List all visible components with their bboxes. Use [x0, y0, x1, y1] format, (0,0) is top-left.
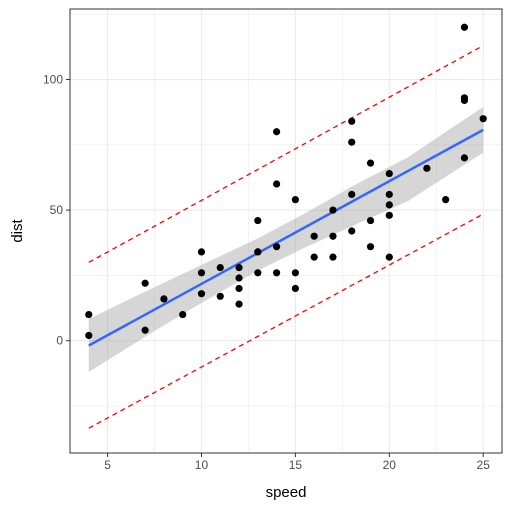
- data-point: [216, 292, 224, 300]
- data-point: [460, 94, 469, 102]
- x-tick-label: 25: [477, 458, 491, 472]
- data-point: [460, 23, 469, 31]
- data-point: [310, 253, 318, 261]
- data-point: [385, 169, 393, 178]
- data-point: [310, 232, 318, 240]
- x-tick-label: 20: [383, 458, 397, 472]
- regression-line: [88, 128, 484, 347]
- data-point: [479, 115, 487, 123]
- confidence-band: [88, 106, 484, 373]
- data-point: [329, 253, 337, 261]
- data-point: [348, 190, 356, 199]
- data-point: [254, 216, 262, 225]
- prediction-interval-lower-line: [88, 213, 484, 429]
- data-point: [366, 159, 375, 167]
- data-point: [291, 284, 299, 293]
- data-point: [329, 232, 337, 240]
- minor-gridlines: [70, 9, 502, 453]
- x-axis-title: speed: [266, 484, 307, 501]
- data-point: [141, 326, 149, 334]
- data-point: [385, 190, 393, 199]
- data-point: [235, 274, 243, 282]
- data-point: [160, 295, 168, 303]
- data-point: [197, 290, 206, 298]
- panel-border: [69, 8, 503, 454]
- y-tick-label: 0: [56, 334, 63, 348]
- prediction-interval-upper-line: [88, 44, 484, 263]
- data-point: [273, 269, 281, 277]
- data-point: [329, 206, 337, 214]
- data-point: [348, 138, 356, 146]
- data-point: [273, 128, 281, 136]
- data-point: [273, 243, 281, 251]
- data-point: [348, 117, 356, 125]
- data-point: [254, 248, 262, 256]
- x-axis-ticks: 5 10 15 20 25: [104, 453, 490, 472]
- data-point: [141, 279, 149, 287]
- x-tick-label: 5: [104, 458, 111, 472]
- data-points: [85, 23, 487, 340]
- data-point: [216, 263, 224, 272]
- data-point: [179, 310, 187, 319]
- data-point: [385, 253, 393, 261]
- y-axis-title: dist: [9, 218, 26, 242]
- data-point: [385, 211, 393, 219]
- y-axis-ticks: 0 50 100: [43, 73, 70, 348]
- data-point: [254, 269, 262, 277]
- data-point: [460, 154, 469, 162]
- data-point: [385, 201, 393, 209]
- data-point: [85, 310, 93, 319]
- data-point: [197, 248, 206, 256]
- data-point: [366, 243, 375, 251]
- data-point: [273, 180, 281, 188]
- data-point: [423, 164, 431, 172]
- major-gridlines: [70, 9, 502, 453]
- data-point: [235, 263, 243, 272]
- y-tick-label: 50: [50, 203, 64, 217]
- data-point: [85, 331, 93, 340]
- data-point: [235, 284, 243, 293]
- data-point: [348, 227, 356, 235]
- y-tick-label: 100: [43, 73, 63, 87]
- data-point: [442, 196, 450, 204]
- x-tick-label: 15: [289, 458, 303, 472]
- data-point: [291, 269, 299, 277]
- data-point: [235, 300, 243, 308]
- panel-background: [70, 9, 502, 453]
- data-point: [366, 216, 375, 225]
- data-point: [291, 196, 299, 204]
- data-point: [197, 269, 206, 277]
- x-tick-label: 10: [195, 458, 209, 472]
